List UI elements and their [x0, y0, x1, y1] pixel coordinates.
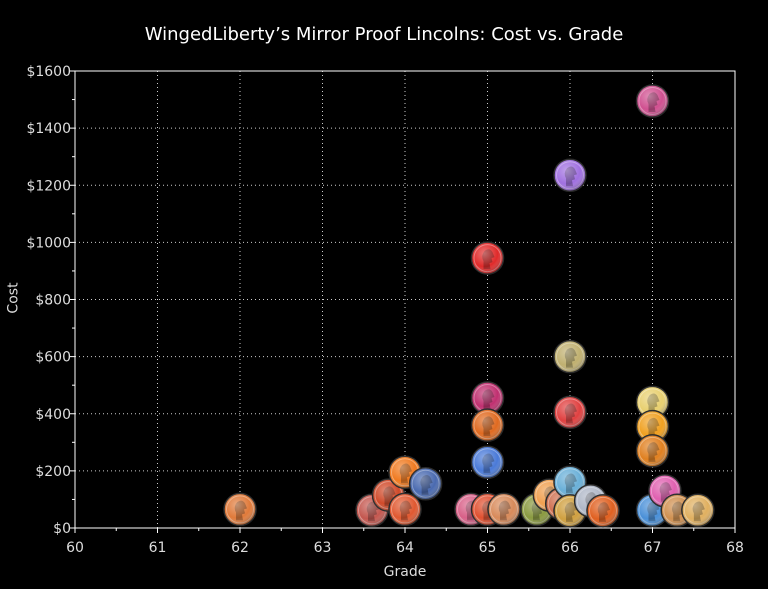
- coin-shine: [636, 410, 669, 443]
- y-tick-label: $0: [53, 521, 71, 537]
- y-tick-label: $1000: [26, 235, 71, 251]
- data-point: [553, 339, 587, 374]
- coin-shine: [554, 340, 586, 373]
- data-points: [223, 84, 715, 528]
- chart-title: WingedLiberty’s Mirror Proof Lincolns: C…: [144, 24, 624, 45]
- axis-ticks: 60 61 62 63 64 65 66 67 68 $0 $200 $400 $600 $800 $100…: [26, 64, 743, 556]
- data-point: [681, 493, 715, 528]
- x-tick-label: 68: [726, 540, 744, 556]
- y-tick-label: $1600: [26, 64, 71, 80]
- data-point: [635, 409, 670, 444]
- y-tick-label: $200: [35, 464, 71, 480]
- y-tick-label: $1200: [26, 178, 71, 194]
- x-tick-label: 62: [231, 540, 249, 556]
- data-point: [487, 492, 521, 527]
- data-point: [553, 395, 587, 430]
- data-point: [470, 241, 505, 275]
- coin-shine: [471, 382, 504, 415]
- coin-shine: [409, 467, 442, 500]
- y-tick-label: $1400: [26, 121, 71, 137]
- x-tick-label: 67: [644, 540, 662, 556]
- coin-shine: [554, 396, 586, 429]
- coin-shine: [224, 493, 256, 526]
- coin-shine: [471, 242, 504, 275]
- data-point: [223, 492, 257, 527]
- data-point: [635, 434, 670, 468]
- data-point: [586, 494, 620, 528]
- y-tick-label: $800: [35, 293, 71, 309]
- coin-shine: [488, 493, 520, 526]
- data-point: [635, 385, 670, 420]
- x-tick-label: 63: [314, 540, 332, 556]
- data-point: [553, 158, 587, 193]
- data-point: [408, 466, 443, 501]
- x-axis-label: Grade: [383, 564, 427, 580]
- data-point: [470, 381, 505, 415]
- data-point: [470, 445, 505, 480]
- coin-shine: [681, 494, 714, 527]
- data-point: [388, 492, 422, 527]
- data-point: [635, 84, 670, 118]
- coin-shine: [554, 159, 586, 192]
- x-tick-label: 61: [149, 540, 167, 556]
- y-tick-label: $600: [35, 350, 71, 366]
- coin-shine: [587, 494, 619, 527]
- coin-shine: [471, 446, 504, 479]
- x-tick-label: 64: [396, 540, 414, 556]
- coin-shine: [636, 434, 669, 467]
- coin-shine: [636, 84, 669, 117]
- data-point: [470, 408, 505, 442]
- x-tick-label: 66: [561, 540, 579, 556]
- coin-shine: [389, 493, 421, 526]
- coin-shine: [471, 409, 504, 442]
- x-tick-label: 65: [479, 540, 497, 556]
- coin-shine: [636, 386, 669, 419]
- x-tick-label: 60: [66, 540, 84, 556]
- y-tick-label: $400: [35, 407, 71, 423]
